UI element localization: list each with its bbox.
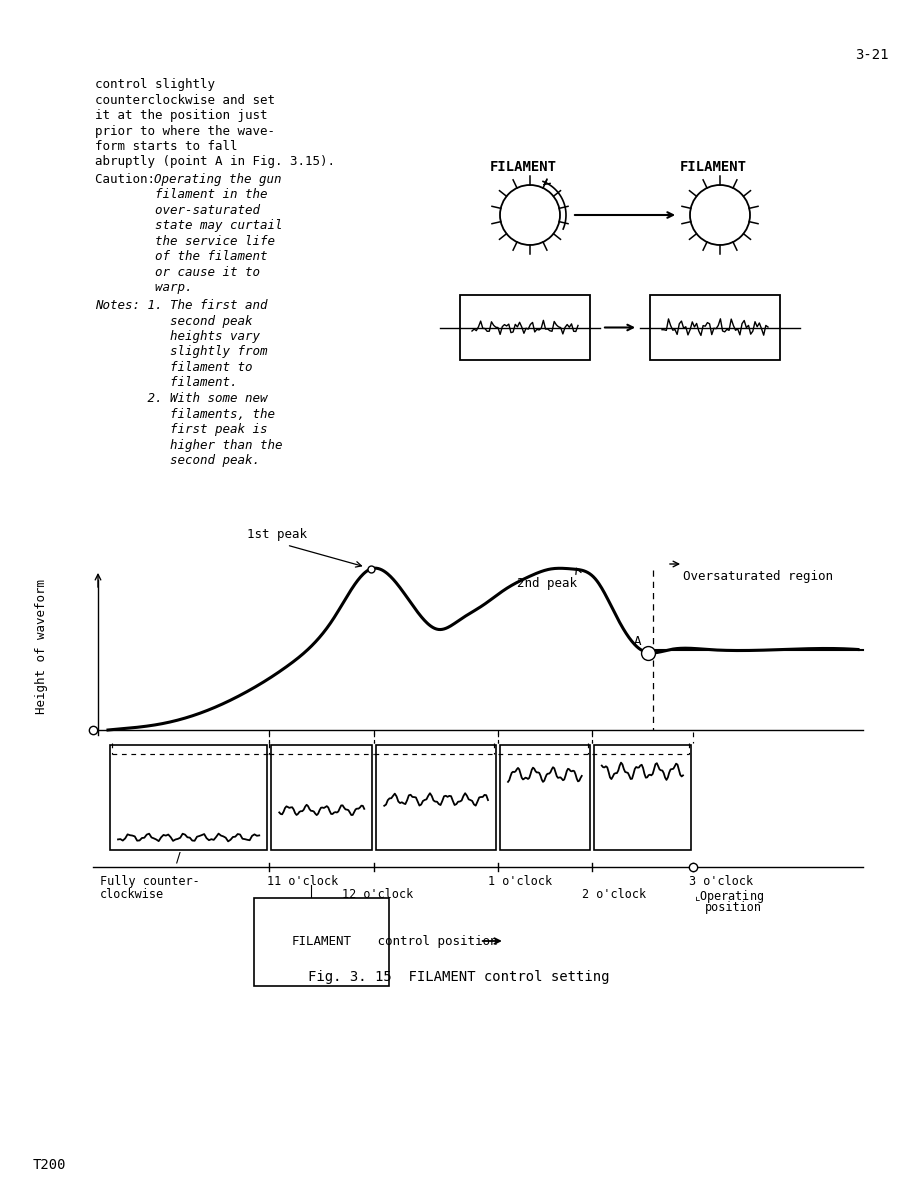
Text: form starts to fall: form starts to fall: [95, 140, 238, 153]
Text: Height of waveform: Height of waveform: [36, 580, 49, 714]
Text: 2. With some new: 2. With some new: [95, 392, 267, 405]
Text: Oversaturated region: Oversaturated region: [683, 570, 833, 583]
Text: or cause it to: or cause it to: [95, 266, 260, 279]
Text: it at the position just: it at the position just: [95, 109, 267, 122]
Text: of the filament: of the filament: [95, 251, 267, 264]
Text: counterclockwise and set: counterclockwise and set: [95, 94, 275, 107]
Bar: [594, 745, 691, 849]
Text: filaments, the: filaments, the: [95, 407, 275, 421]
Text: Caution:: Caution:: [95, 173, 162, 187]
Text: filament to: filament to: [95, 361, 252, 374]
Text: filament in the: filament in the: [95, 189, 267, 202]
Text: over-saturated: over-saturated: [95, 204, 260, 217]
Text: second peak.: second peak.: [95, 454, 260, 467]
Text: FILAMENT: FILAMENT: [292, 935, 352, 948]
Text: position: position: [705, 901, 762, 914]
Text: 11 o'clock: 11 o'clock: [267, 876, 339, 887]
Text: higher than the: higher than the: [95, 438, 283, 451]
Text: filament.: filament.: [95, 377, 238, 390]
Text: Notes: 1. The first and: Notes: 1. The first and: [95, 299, 267, 312]
Text: A: A: [634, 634, 642, 647]
Text: Fig. 3. 15  FILAMENT control setting: Fig. 3. 15 FILAMENT control setting: [308, 969, 610, 984]
Text: 3-21: 3-21: [855, 48, 889, 62]
Text: heights vary: heights vary: [95, 330, 260, 343]
Text: FILAMENT: FILAMENT: [680, 160, 747, 173]
Text: $\it{/\!\!/}$: $\it{/\!\!/}$: [175, 849, 182, 865]
Text: 1 o'clock: 1 o'clock: [488, 876, 552, 887]
Text: control slightly: control slightly: [95, 78, 215, 91]
Text: lamp lights up.: lamp lights up.: [262, 916, 368, 929]
Text: state may curtail: state may curtail: [95, 220, 283, 233]
Bar: [460, 295, 590, 360]
Bar: [500, 745, 589, 849]
Text: 1st peak: 1st peak: [247, 527, 307, 541]
Bar: [650, 295, 780, 360]
Bar: [271, 745, 373, 849]
Text: prior to where the wave-: prior to where the wave-: [95, 125, 275, 138]
Text: second peak: second peak: [95, 315, 252, 328]
Text: 12 o'clock: 12 o'clock: [342, 887, 413, 901]
Text: the service life: the service life: [95, 235, 275, 248]
Text: FILAMENT: FILAMENT: [490, 160, 557, 173]
Bar: [376, 745, 496, 849]
Text: control position: control position: [370, 935, 498, 948]
Bar: [110, 745, 267, 849]
Text: Operating the gun: Operating the gun: [153, 173, 281, 187]
Text: 3 o'clock: 3 o'clock: [689, 876, 753, 887]
Text: warp.: warp.: [95, 282, 193, 295]
Text: first peak is: first peak is: [95, 423, 267, 436]
Text: $\llcorner$Operating: $\llcorner$Operating: [694, 887, 764, 905]
Text: T200: T200: [33, 1158, 66, 1173]
Text: slightly from: slightly from: [95, 346, 267, 359]
Text: 2nd peak: 2nd peak: [517, 577, 577, 590]
Text: Fully counter-: Fully counter-: [100, 876, 200, 887]
Text: clockwise: clockwise: [100, 887, 164, 901]
Text: FILAMENT monitor: FILAMENT monitor: [262, 903, 375, 916]
Text: abruptly (point A in Fig. 3.15).: abruptly (point A in Fig. 3.15).: [95, 156, 335, 169]
Text: 2 o'clock: 2 o'clock: [582, 887, 646, 901]
